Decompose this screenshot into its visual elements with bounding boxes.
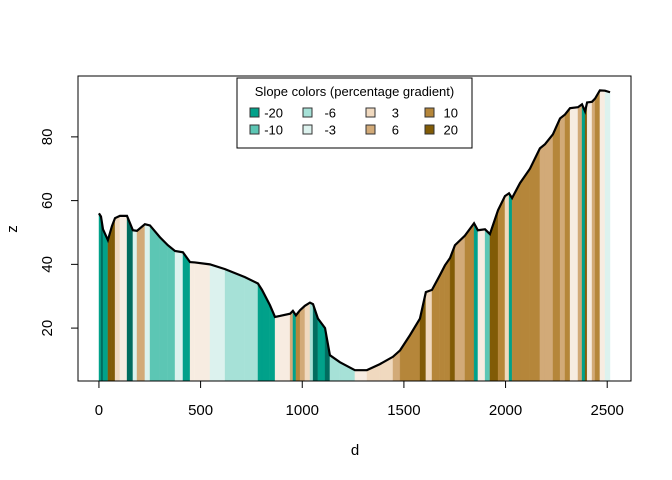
x-tick-label: 500 (188, 402, 213, 419)
x-axis-label: d (351, 442, 359, 459)
legend-title: Slope colors (percentage gradient) (255, 84, 454, 99)
slope-stripe (519, 168, 531, 382)
x-tick-label: 2000 (489, 402, 522, 419)
legend-swatch (424, 107, 435, 118)
slope-stripe (119, 215, 128, 382)
slope-stripe (439, 265, 446, 382)
slope-stripe (132, 230, 138, 382)
slope-stripe (604, 90, 611, 382)
slope-stripe (244, 276, 259, 382)
legend-swatch (302, 107, 313, 118)
x-tick-label: 1000 (286, 402, 319, 419)
slope-stripe (224, 268, 246, 382)
slope-stripe (477, 229, 486, 382)
slope-stripe (257, 282, 263, 382)
slope-stripe (586, 101, 593, 382)
slope-stripe (425, 289, 433, 382)
slope-stripe (126, 215, 134, 382)
slope-stripe (189, 261, 196, 382)
slope-stripe (449, 245, 456, 382)
legend-label: -10 (264, 123, 283, 138)
slope-stripe (114, 215, 121, 382)
legend-label: 10 (444, 106, 458, 121)
slope-stripe (274, 315, 281, 382)
slope-stripe (581, 104, 586, 382)
slope-stripe (473, 223, 479, 382)
legend: Slope colors (percentage gradient) -20 -1… (236, 77, 473, 149)
slope-stripe (174, 250, 184, 382)
slope-stripe (511, 183, 521, 382)
slope-stripe (304, 302, 311, 382)
legend-label: -3 (324, 123, 336, 138)
slope-stripe (299, 305, 306, 382)
slope-stripes (98, 89, 611, 382)
slope-stripe (100, 216, 104, 382)
slope-stripe (504, 192, 510, 382)
slope-stripe (167, 244, 176, 382)
slope-stripe (497, 196, 506, 382)
slope-stripe (149, 225, 161, 382)
y-tick-label: 40 (39, 256, 56, 273)
legend-swatch (365, 124, 376, 135)
y-tick-label: 80 (39, 129, 56, 146)
x-axis: 0 500 1000 1500 2000 2500 (95, 380, 624, 419)
x-tick-label: 1500 (387, 402, 420, 419)
legend-label: 6 (392, 123, 399, 138)
slope-stripe (309, 302, 314, 382)
slope-stripe (591, 98, 596, 382)
slope-stripe (289, 310, 294, 382)
slope-stripe (111, 218, 116, 382)
slope-stripe (544, 133, 554, 382)
slope-stripe (98, 212, 102, 382)
slope-stripe (295, 309, 301, 382)
slope-stripe (454, 235, 466, 382)
slope-stripe (194, 262, 211, 382)
slope-stripe (584, 102, 588, 382)
slope-stripe (484, 228, 491, 382)
slope-stripe (564, 107, 571, 382)
slope-stripe (577, 104, 583, 382)
legend-label: 3 (392, 106, 399, 121)
slope-stripe (552, 118, 561, 382)
legend-swatch (365, 107, 376, 118)
legend-swatch (302, 124, 313, 135)
slope-stripe (292, 310, 297, 382)
slope-stripe (431, 275, 441, 382)
legend-label: -20 (264, 106, 283, 121)
x-tick-label: 0 (95, 402, 103, 419)
y-tick-label: 60 (39, 192, 56, 209)
slope-stripe (594, 89, 601, 382)
slope-stripe (444, 257, 451, 382)
y-tick-label: 20 (39, 320, 56, 337)
slope-stripe (102, 229, 109, 382)
legend-swatch (249, 107, 260, 118)
legend-swatch (424, 124, 435, 135)
y-axis-label: z (4, 225, 21, 233)
slope-stripe (107, 226, 113, 382)
slope-stripe (464, 222, 475, 382)
slope-stripe (529, 148, 541, 382)
slope-stripe (508, 192, 513, 382)
legend-label: 20 (444, 123, 458, 138)
slope-stripe (354, 370, 368, 382)
slope-stripe (569, 107, 579, 382)
slope-stripe (539, 143, 546, 382)
slope-stripe (559, 114, 566, 382)
slope-stripe (144, 224, 151, 382)
legend-label: -6 (324, 106, 336, 121)
slope-stripe (279, 313, 291, 382)
legend-swatch (249, 124, 260, 135)
slope-stripe (209, 264, 226, 382)
slope-stripe (489, 210, 499, 382)
x-tick-label: 2500 (591, 402, 624, 419)
slope-stripe (159, 236, 169, 382)
slope-stripe (182, 251, 191, 382)
y-axis: 20 40 60 80 (39, 129, 79, 337)
slope-stripe (599, 90, 606, 382)
profile-line (98, 89, 611, 372)
slope-stripe (136, 223, 146, 382)
